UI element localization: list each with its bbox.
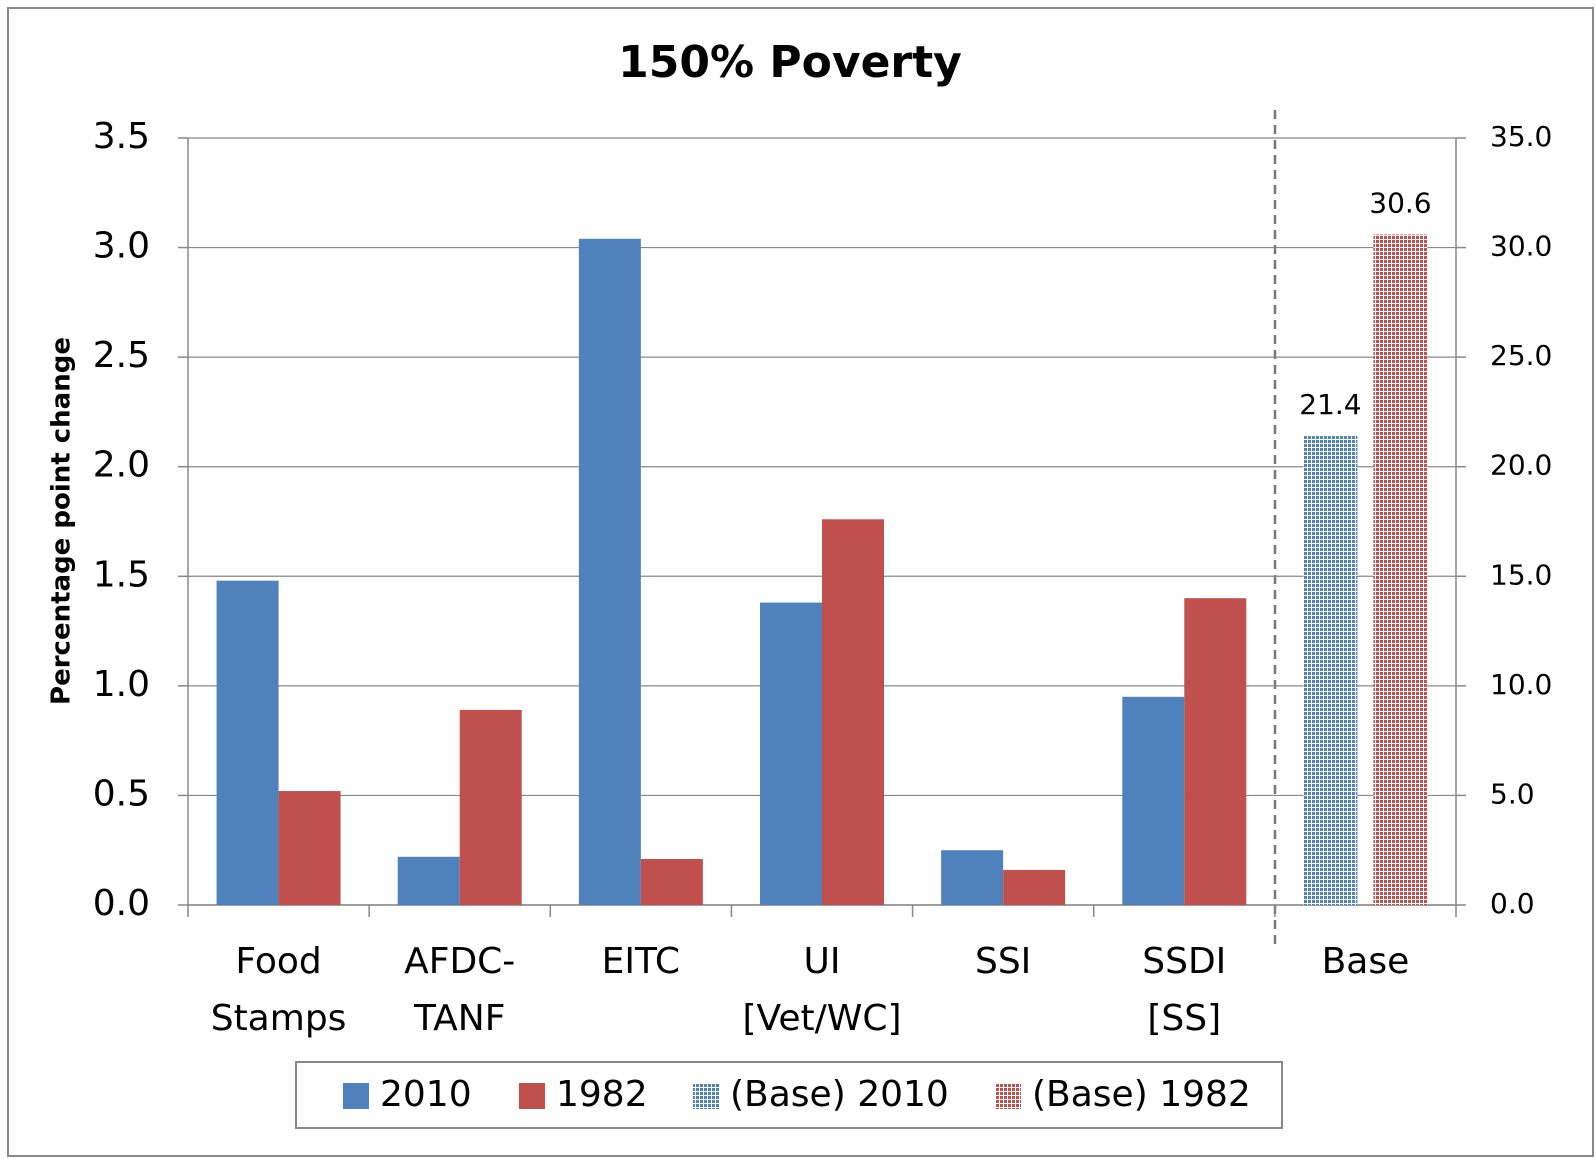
bar — [941, 850, 1004, 905]
y2-tick-label: 20.0 — [1490, 449, 1552, 482]
y-tick-label: 1.0 — [93, 664, 150, 705]
bar — [397, 856, 460, 905]
bar — [1003, 869, 1066, 905]
bar — [459, 709, 522, 905]
y-tick-label: 2.5 — [93, 335, 150, 376]
legend-label: (Base) 1982 — [1032, 1074, 1251, 1115]
y2-tick-label: 10.0 — [1490, 668, 1552, 701]
x-tick-label: [SS] — [1147, 998, 1221, 1039]
y-tick-label: 3.0 — [93, 226, 150, 267]
y-tick-label: 2.0 — [93, 445, 150, 486]
x-tick-label: [Vet/WC] — [742, 998, 901, 1039]
x-tick-label: Stamps — [211, 998, 347, 1039]
x-tick-label: UI — [804, 941, 841, 982]
bar — [216, 580, 279, 905]
legend-label: 2010 — [380, 1074, 472, 1115]
x-tick-label: SSI — [975, 941, 1031, 982]
bar — [1303, 436, 1358, 905]
legend-box — [295, 1061, 1283, 1129]
y2-tick-label: 30.0 — [1490, 230, 1552, 263]
legend-swatch — [995, 1083, 1021, 1109]
x-tick-label: Base — [1322, 941, 1410, 982]
y2-tick-label: 15.0 — [1490, 558, 1552, 591]
y2-tick-label: 0.0 — [1490, 887, 1535, 920]
chart-title: 150% Poverty — [618, 37, 962, 88]
y-tick-label: 3.5 — [93, 116, 150, 157]
legend-label: (Base) 2010 — [730, 1074, 949, 1115]
y-tick-label: 0.5 — [93, 773, 150, 814]
bar — [1184, 598, 1247, 905]
y2-tick-label: 35.0 — [1490, 120, 1552, 153]
x-tick-label: TANF — [413, 998, 505, 1039]
bar — [278, 791, 341, 905]
y-tick-label: 1.5 — [93, 554, 150, 595]
legend-swatch — [519, 1083, 545, 1109]
x-tick-label: AFDC- — [404, 941, 515, 982]
bar — [1122, 696, 1185, 905]
bar — [760, 602, 822, 905]
y2-tick-label: 25.0 — [1490, 339, 1552, 372]
x-tick-label: EITC — [602, 941, 680, 982]
legend-label: 1982 — [556, 1074, 648, 1115]
legend-swatch — [343, 1083, 369, 1109]
x-tick-label: Food — [235, 941, 321, 982]
x-tick-label: SSDI — [1142, 941, 1226, 982]
legend-swatch — [693, 1083, 719, 1109]
bar — [578, 238, 641, 905]
y2-tick-label: 5.0 — [1490, 777, 1535, 810]
y-axis-label: Percentage point change — [47, 337, 77, 705]
y-tick-label: 0.0 — [93, 883, 150, 924]
data-label: 30.6 — [1369, 186, 1431, 219]
bar — [822, 519, 884, 905]
bar — [1373, 234, 1428, 905]
data-label: 21.4 — [1299, 388, 1361, 421]
bar — [640, 858, 703, 905]
